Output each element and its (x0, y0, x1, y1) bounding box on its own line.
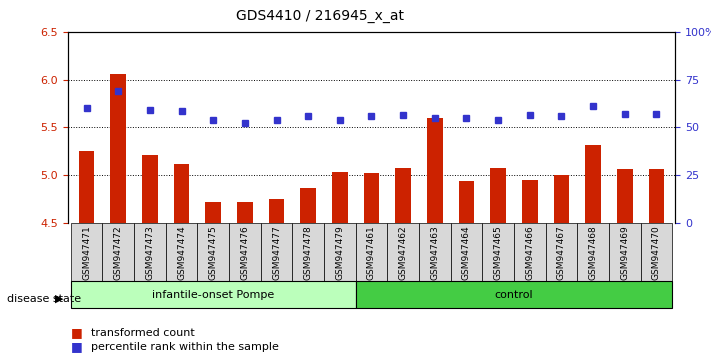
Text: GSM947467: GSM947467 (557, 225, 566, 280)
Text: ▶: ▶ (55, 294, 64, 304)
Bar (237, 202, 253, 223)
Text: GSM947479: GSM947479 (336, 225, 344, 280)
Text: GSM947462: GSM947462 (399, 225, 407, 280)
Bar (522, 180, 538, 223)
Text: GSM947472: GSM947472 (114, 225, 123, 280)
Bar (617, 170, 633, 223)
Bar (395, 167, 411, 223)
Text: GSM947461: GSM947461 (367, 225, 376, 280)
Bar (324, 223, 356, 281)
Text: ■: ■ (71, 326, 83, 339)
Bar (205, 202, 221, 223)
Bar (173, 164, 189, 223)
Text: GSM947464: GSM947464 (462, 225, 471, 280)
Text: GSM947475: GSM947475 (209, 225, 218, 280)
Bar (198, 223, 229, 281)
Text: GDS4410 / 216945_x_at: GDS4410 / 216945_x_at (236, 9, 404, 23)
Bar (110, 74, 126, 223)
Text: GSM947469: GSM947469 (620, 225, 629, 280)
Bar (70, 281, 356, 308)
Text: GSM947465: GSM947465 (493, 225, 503, 280)
Bar (609, 223, 641, 281)
Text: GSM947476: GSM947476 (240, 225, 250, 280)
Bar (490, 167, 506, 223)
Bar (229, 223, 261, 281)
Bar (387, 223, 419, 281)
Bar (166, 223, 198, 281)
Bar (648, 170, 664, 223)
Text: GSM947474: GSM947474 (177, 225, 186, 280)
Bar (292, 223, 324, 281)
Text: GSM947470: GSM947470 (652, 225, 661, 280)
Bar (102, 223, 134, 281)
Text: GSM947478: GSM947478 (304, 225, 313, 280)
Bar (514, 223, 545, 281)
Text: GSM947477: GSM947477 (272, 225, 281, 280)
Bar (363, 173, 380, 223)
Bar (79, 152, 95, 223)
Text: GSM947466: GSM947466 (525, 225, 534, 280)
Bar (300, 188, 316, 223)
Bar (641, 223, 673, 281)
Bar (451, 223, 482, 281)
Text: GSM947471: GSM947471 (82, 225, 91, 280)
Bar (134, 223, 166, 281)
Bar (577, 223, 609, 281)
Text: GSM947473: GSM947473 (145, 225, 154, 280)
Text: control: control (495, 290, 533, 300)
Bar (585, 145, 601, 223)
Bar (419, 223, 451, 281)
Bar (269, 199, 284, 223)
Text: infantile-onset Pompe: infantile-onset Pompe (152, 290, 274, 300)
Text: GSM947463: GSM947463 (430, 225, 439, 280)
Bar (142, 155, 158, 223)
Text: ■: ■ (71, 341, 83, 353)
Bar (332, 172, 348, 223)
Bar (459, 181, 474, 223)
Bar (482, 223, 514, 281)
Text: GSM947468: GSM947468 (589, 225, 598, 280)
Text: transformed count: transformed count (91, 328, 195, 338)
Bar (261, 223, 292, 281)
Text: disease state: disease state (7, 294, 81, 304)
Bar (70, 223, 102, 281)
Text: percentile rank within the sample: percentile rank within the sample (91, 342, 279, 352)
Bar (545, 223, 577, 281)
Bar (356, 281, 673, 308)
Bar (427, 118, 443, 223)
Bar (554, 175, 570, 223)
Bar (356, 223, 387, 281)
